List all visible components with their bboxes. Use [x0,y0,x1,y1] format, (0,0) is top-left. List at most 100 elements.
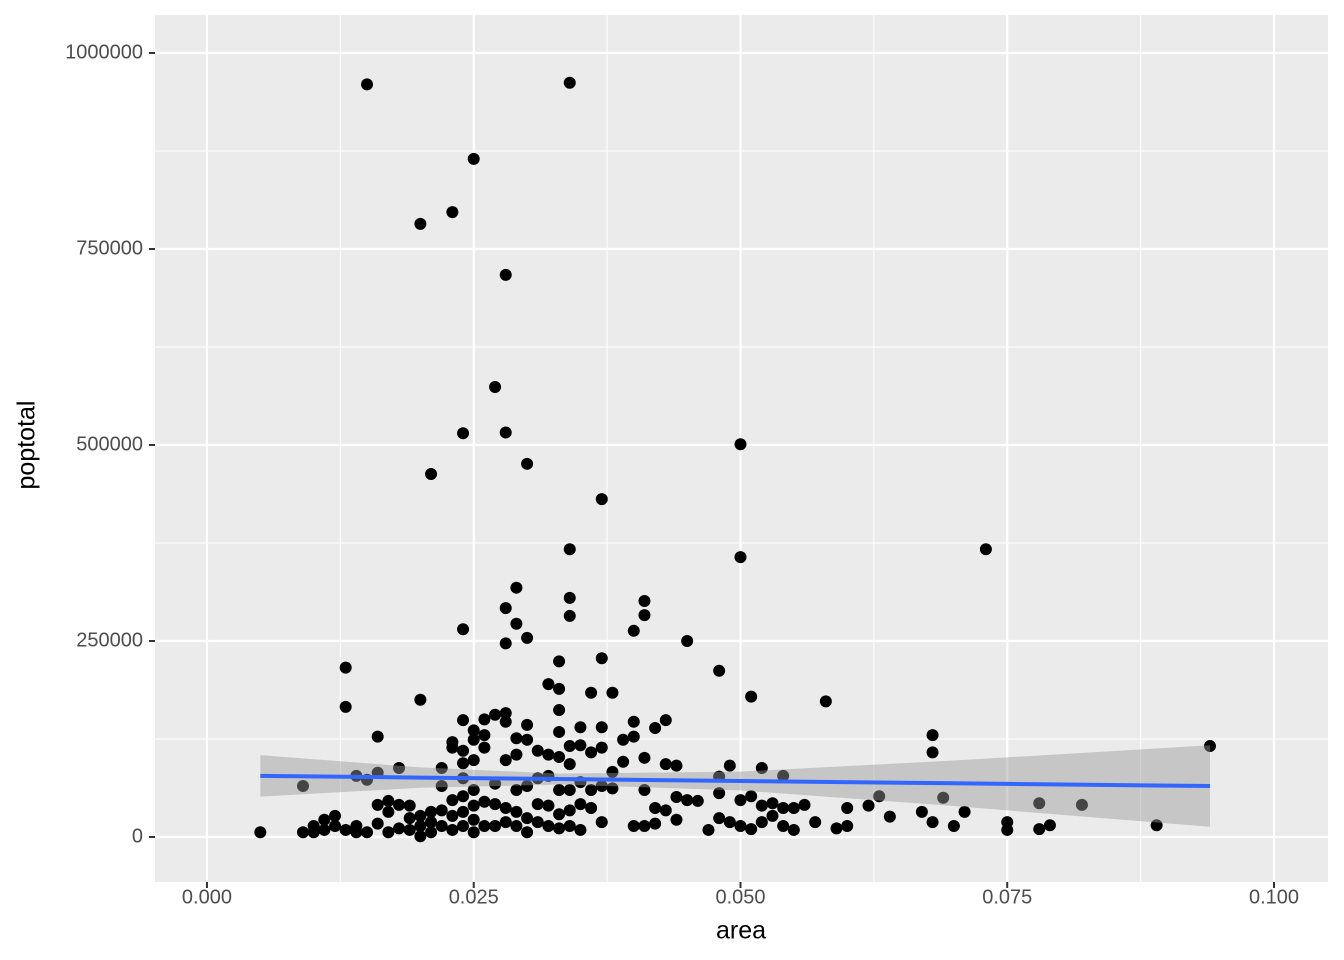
point [777,801,790,814]
point [553,822,566,835]
point [585,686,598,699]
point [467,826,480,839]
point [446,794,459,807]
point [435,762,448,775]
point [318,813,331,826]
point [713,812,726,825]
point [659,714,672,727]
point [755,762,768,775]
point [926,729,939,742]
point [819,695,832,708]
point [1001,823,1014,836]
point [563,609,576,622]
point [873,790,886,803]
point [723,816,736,829]
point [414,820,427,833]
point [478,741,491,754]
point [617,755,630,768]
point [521,457,534,470]
point [361,78,374,91]
point [393,762,406,775]
point [1150,819,1163,832]
point [382,826,395,839]
point [499,707,512,720]
point [883,810,896,823]
point [361,826,374,839]
point [713,664,726,677]
point [329,820,342,833]
point [574,823,587,836]
point [339,700,352,713]
point [606,686,619,699]
point [553,682,566,695]
point [414,830,427,843]
point [489,777,502,790]
point [745,690,758,703]
point [723,759,736,772]
point [478,729,491,742]
point [425,805,438,818]
point [1043,819,1056,832]
point [489,798,502,811]
point [329,809,342,822]
point [638,609,651,622]
point [371,817,384,830]
point [393,798,406,811]
point [574,739,587,752]
point [457,790,470,803]
point [649,722,662,735]
point [979,543,992,556]
point [446,206,459,219]
point [510,805,523,818]
point [457,427,470,440]
point [457,757,470,770]
point [510,783,523,796]
point [681,794,694,807]
point [521,780,534,793]
point [499,602,512,615]
point [734,820,747,833]
point [595,652,608,665]
point [553,783,566,796]
point [649,801,662,814]
point [787,801,800,814]
point [670,791,683,804]
x-tick-label: 0.000 [182,886,232,908]
point [563,820,576,833]
x-tick-label: 0.025 [449,886,499,908]
x-tick-label: 0.050 [715,886,765,908]
point [947,820,960,833]
point [318,823,331,836]
point [755,816,768,829]
point [809,816,822,829]
point [467,813,480,826]
point [563,740,576,753]
point [734,551,747,564]
point [403,799,416,812]
point [595,741,608,754]
point [606,765,619,778]
point [617,733,630,746]
point [553,703,566,716]
point [595,493,608,506]
y-axis-title: poptotal [13,401,41,490]
point [510,820,523,833]
point [531,816,544,829]
point [659,804,672,817]
point [585,783,598,796]
point [606,782,619,795]
point [585,746,598,759]
point [595,816,608,829]
point [435,780,448,793]
point [563,783,576,796]
point [478,795,491,808]
point [841,820,854,833]
point [937,791,950,804]
fit-line [260,773,1211,789]
point [457,744,470,757]
point [446,741,459,754]
point [766,797,779,810]
point [574,798,587,811]
point [915,805,928,818]
